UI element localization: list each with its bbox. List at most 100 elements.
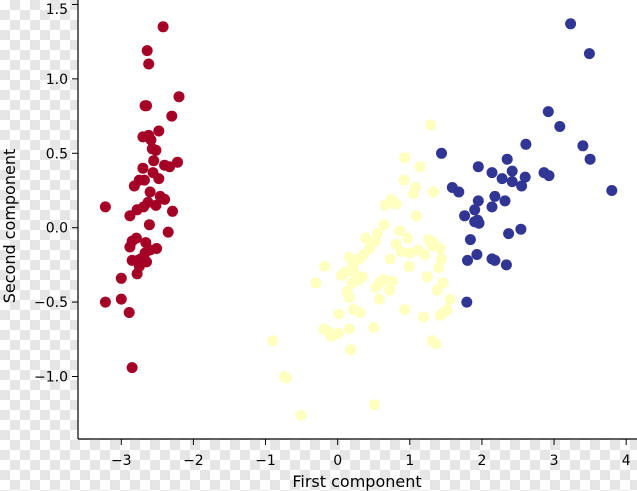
data-point	[472, 161, 484, 173]
data-point	[565, 18, 577, 30]
data-point	[390, 198, 402, 210]
data-point	[319, 260, 331, 272]
data-points	[99, 18, 618, 421]
data-point	[501, 153, 513, 165]
data-point	[516, 180, 528, 192]
data-point	[370, 281, 382, 293]
data-point	[473, 217, 485, 229]
data-point	[444, 293, 456, 305]
data-point	[360, 232, 372, 244]
data-point	[486, 167, 498, 179]
data-point	[379, 199, 391, 211]
data-point	[387, 275, 398, 287]
data-point	[404, 247, 416, 259]
data-point	[419, 249, 431, 260]
data-point	[153, 125, 165, 137]
data-point	[153, 173, 165, 185]
data-point	[384, 253, 396, 265]
data-point	[410, 210, 422, 222]
data-point	[418, 311, 429, 323]
data-point	[503, 228, 515, 240]
data-point	[428, 186, 440, 198]
data-point	[99, 296, 111, 308]
data-point	[606, 185, 618, 196]
data-point	[433, 262, 445, 274]
data-point	[164, 161, 176, 173]
data-point	[506, 176, 518, 188]
data-point	[399, 152, 411, 164]
data-point	[425, 119, 437, 131]
x-tick-label: 2	[477, 453, 486, 469]
data-point	[453, 186, 465, 198]
data-point	[583, 48, 595, 60]
x-tick-label: 0	[333, 453, 342, 469]
y-tick-label: 1.5	[46, 2, 68, 18]
data-point	[414, 161, 426, 173]
plot-area	[78, 0, 637, 439]
data-point	[374, 293, 385, 305]
data-point	[159, 193, 171, 205]
data-point	[436, 147, 447, 159]
data-point	[124, 210, 136, 222]
data-point	[430, 338, 442, 350]
data-point	[115, 293, 127, 305]
data-point	[469, 204, 481, 216]
data-point	[150, 144, 162, 156]
data-point	[500, 259, 512, 271]
x-tick-label: −2	[183, 453, 204, 469]
data-point	[310, 277, 322, 289]
data-point	[519, 171, 531, 183]
x-tick-label: −1	[255, 453, 276, 469]
y-tick-label: 0.0	[46, 221, 68, 237]
data-point	[403, 260, 415, 272]
data-point	[148, 155, 160, 167]
data-point	[520, 138, 532, 150]
data-point	[402, 232, 414, 244]
data-point	[346, 277, 358, 289]
data-point	[368, 321, 380, 333]
data-point	[577, 140, 589, 152]
data-point	[464, 234, 476, 246]
data-point	[369, 235, 381, 247]
data-point	[99, 201, 111, 213]
y-tick-label: −1.0	[34, 369, 68, 385]
data-point	[436, 253, 447, 265]
data-point	[584, 153, 596, 165]
data-point	[437, 277, 449, 289]
data-point	[335, 269, 347, 281]
data-point	[143, 58, 155, 70]
x-tick-label: 1	[405, 453, 414, 469]
data-point	[166, 110, 178, 122]
data-point	[472, 195, 484, 207]
data-point	[131, 204, 143, 216]
data-point	[144, 186, 156, 198]
data-point	[173, 91, 185, 103]
data-point	[343, 292, 355, 304]
data-point	[515, 223, 527, 235]
data-point	[486, 201, 498, 213]
data-point	[123, 307, 135, 318]
data-point	[126, 362, 138, 374]
data-point	[407, 188, 419, 199]
data-point	[434, 243, 446, 254]
data-point	[369, 399, 380, 411]
data-point	[267, 335, 279, 347]
data-point	[325, 330, 337, 342]
data-point	[345, 344, 357, 356]
data-point	[398, 174, 410, 186]
data-point	[506, 165, 518, 177]
data-point	[421, 271, 433, 283]
data-point	[542, 106, 554, 118]
data-point	[554, 121, 566, 132]
x-tick-label: 3	[550, 453, 559, 469]
data-point	[384, 284, 396, 296]
data-point	[471, 249, 483, 260]
y-tick-label: −0.5	[34, 295, 68, 311]
data-point	[343, 323, 355, 335]
data-point	[124, 241, 136, 253]
data-point	[496, 173, 508, 185]
data-point	[489, 254, 501, 266]
data-point	[459, 210, 471, 222]
data-point	[489, 190, 501, 202]
